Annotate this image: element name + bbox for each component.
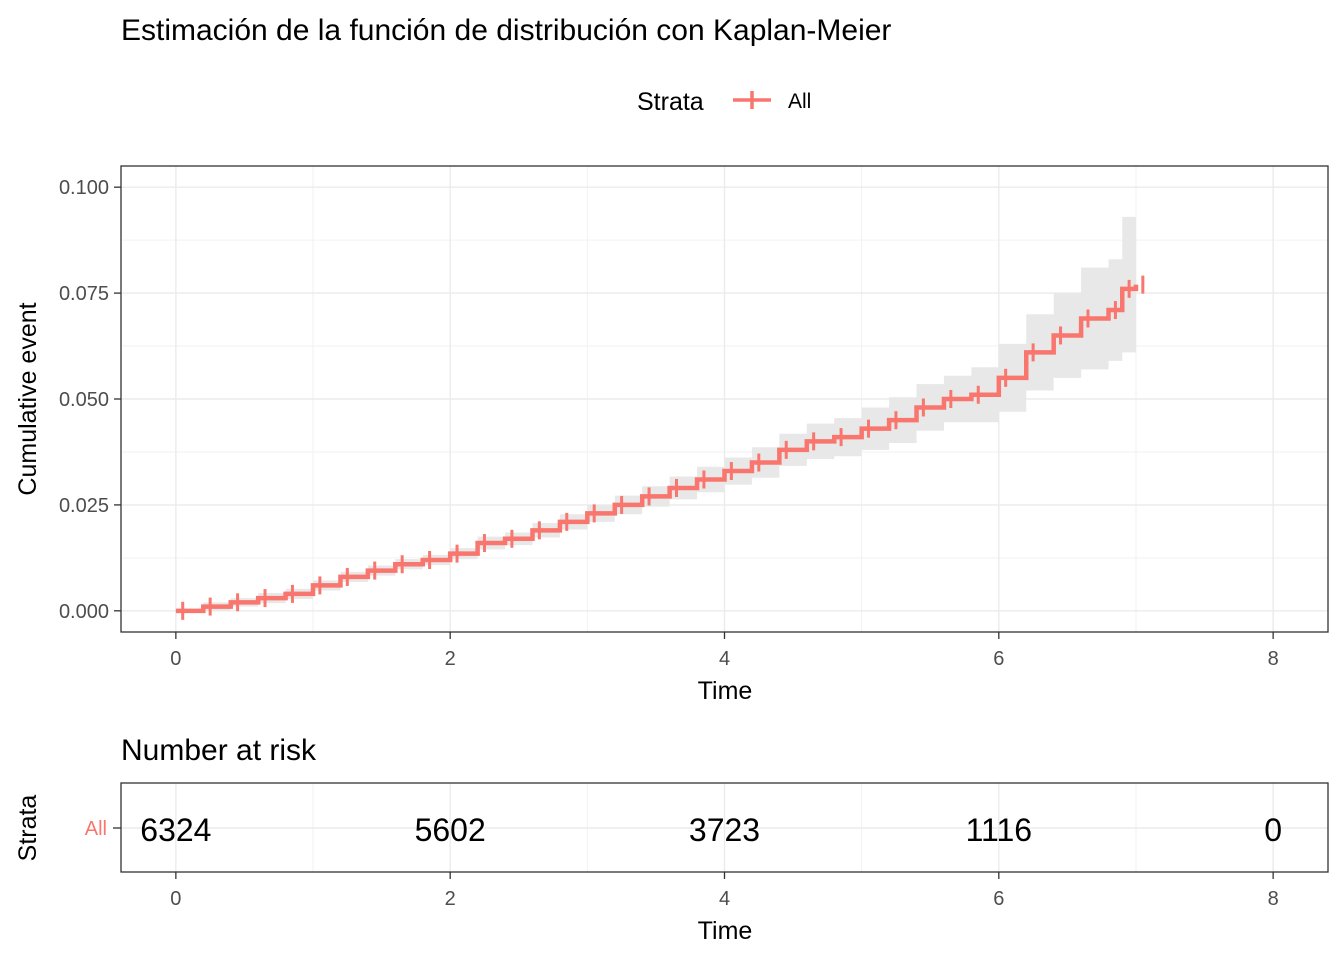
risk-x-tick-label: 4	[719, 888, 730, 910]
x-tick-label: 8	[1268, 648, 1279, 670]
risk-x-tick-label: 6	[993, 888, 1004, 910]
risk-value: 3723	[689, 812, 760, 848]
chart-title: Estimación de la función de distribución…	[121, 14, 891, 47]
series-all-line	[175, 284, 1139, 614]
risk-grid	[121, 783, 1328, 872]
x-tick-label: 2	[445, 648, 456, 670]
y-axis: 0.000 0.025 0.050 0.075 0.100	[59, 177, 121, 623]
confidence-band	[175, 216, 1136, 611]
censor-marks	[181, 275, 1145, 620]
x-tick-label: 4	[719, 648, 730, 670]
risk-value: 5602	[415, 812, 486, 848]
risk-x-tick-label: 2	[445, 888, 456, 910]
x-tick-label: 0	[170, 648, 181, 670]
risk-value: 0	[1264, 812, 1282, 848]
risk-x-tick-label: 0	[170, 888, 181, 910]
y-axis-label: Cumulative event	[14, 302, 42, 495]
confidence-band-area	[175, 216, 1136, 611]
legend: Strata All	[637, 88, 811, 116]
risk-value: 1116	[966, 812, 1032, 848]
y-tick-label: 0.075	[59, 283, 109, 305]
y-tick-label: 0.050	[59, 389, 109, 411]
legend-entry-all: All	[788, 90, 811, 113]
risk-table-title: Number at risk	[121, 734, 317, 767]
y-tick-label: 0.000	[59, 601, 109, 623]
km-curve	[175, 284, 1139, 614]
risk-x-tick-label: 8	[1268, 888, 1279, 910]
x-axis: 0 2 4 6 8	[170, 632, 1279, 670]
main-grid	[121, 166, 1328, 632]
y-tick-label: 0.025	[59, 495, 109, 517]
risk-value: 6324	[140, 812, 211, 848]
risk-x-axis-label: Time	[698, 917, 753, 945]
x-tick-label: 6	[993, 648, 1004, 670]
risk-x-axis: 0 2 4 6 8	[170, 872, 1279, 910]
y-tick-label: 0.100	[59, 177, 109, 199]
risk-values: 6324 5602 3723 1116 0	[140, 812, 1282, 848]
risk-y-axis-label: Strata	[14, 795, 42, 862]
legend-title: Strata	[637, 88, 704, 116]
risk-row-label-all: All	[85, 818, 107, 840]
x-axis-label: Time	[698, 677, 753, 705]
